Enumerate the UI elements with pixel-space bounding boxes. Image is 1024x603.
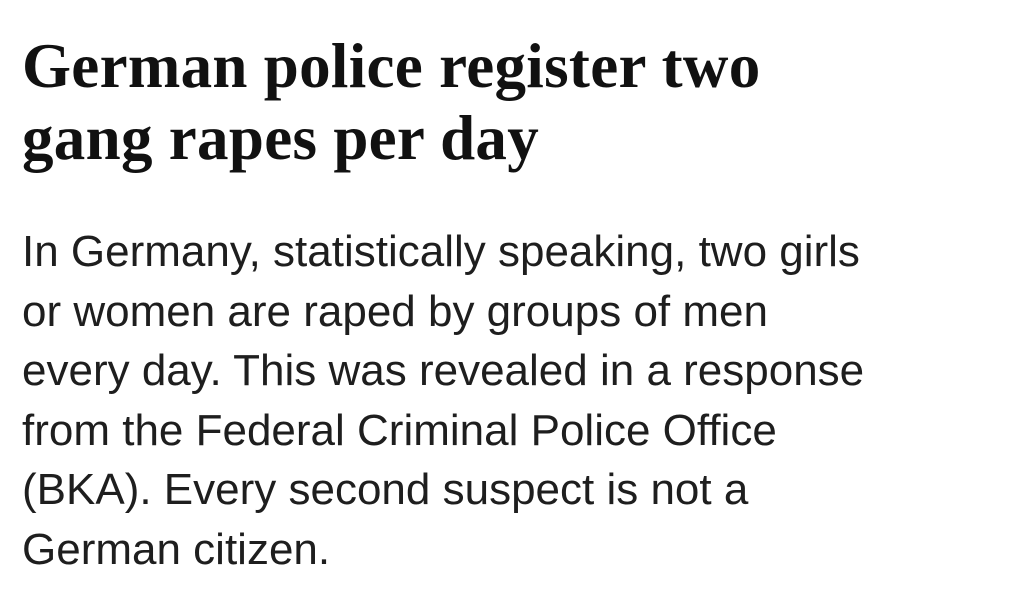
paragraph-line: from the Federal Criminal Police Office [22,405,777,455]
paragraph-line: or women are raped by groups of men [22,286,768,336]
headline-line: gang rapes per day [22,103,540,173]
paragraph-line: every day. This was revealed in a respon… [22,346,865,396]
article-headline: German police register two gang rapes pe… [22,30,761,174]
article-lead-paragraph: In Germany, statistically speaking, two … [22,222,864,580]
paragraph-line: (BKA). Every second suspect is not a [22,465,749,515]
headline-line: German police register two [22,31,761,101]
paragraph-line: German citizen. [22,524,331,574]
paragraph-line: In Germany, statistically speaking, two … [22,227,860,276]
